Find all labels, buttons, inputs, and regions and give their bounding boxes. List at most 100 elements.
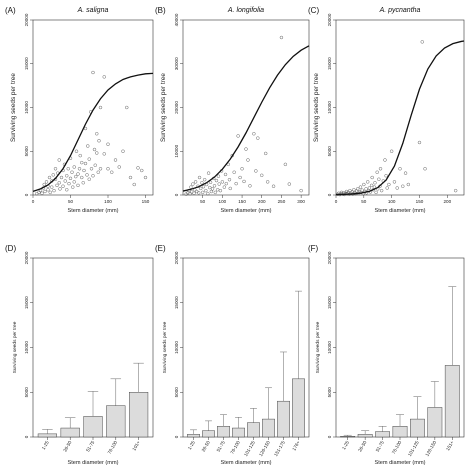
data-point [279, 35, 284, 40]
bar [37, 433, 57, 438]
y-axis-label: Surviving seeds per tree [315, 321, 321, 373]
x-tick-label: 50 [68, 199, 74, 204]
data-point [236, 134, 240, 138]
data-point [218, 188, 223, 193]
y-tick-label: 30000 [174, 57, 179, 70]
x-axis-label: Stem diameter (mm) [68, 208, 119, 214]
data-point [423, 167, 427, 171]
data-point [344, 189, 349, 194]
data-point [387, 182, 391, 187]
data-point [42, 182, 46, 187]
y-tick-label: 10000 [24, 101, 29, 114]
y-tick-label: 10000 [174, 144, 179, 157]
x-tick-label: 1-25 [341, 440, 350, 451]
x-tick-label: 101+ [131, 440, 141, 452]
x-tick-label: 76-100 [229, 440, 241, 455]
data-point [403, 171, 408, 175]
data-point [383, 158, 387, 162]
x-tick-label: 50 [361, 199, 367, 204]
data-point [202, 178, 207, 182]
data-point [234, 181, 238, 186]
data-point [76, 183, 80, 188]
bar [129, 392, 149, 438]
data-point [140, 168, 144, 173]
data-point [102, 75, 106, 79]
bar [427, 407, 443, 438]
data-point [373, 181, 377, 185]
data-point [417, 140, 422, 145]
data-point [206, 192, 210, 196]
data-point [96, 170, 100, 174]
data-point [74, 174, 78, 179]
data-point [358, 185, 363, 189]
scatter-panel-c: (C) A. pycnantha 0 5000 10000 15000 20000 Survi… [308, 6, 465, 214]
bar [444, 365, 460, 438]
data-point [43, 189, 47, 194]
y-tick-label: 5000 [24, 146, 29, 157]
x-axis-label: Stem diameter (mm) [68, 460, 119, 466]
plot-frame [182, 19, 310, 196]
data-point [61, 184, 65, 188]
x-tick-label: 100 [388, 199, 396, 204]
data-point [264, 151, 268, 156]
data-point [197, 175, 202, 180]
y-tick-label: 0 [327, 193, 332, 196]
data-point [91, 174, 95, 178]
data-point [65, 174, 69, 178]
x-tick-label: 126-150 [424, 440, 437, 457]
data-point [238, 175, 242, 180]
data-point [46, 188, 50, 192]
data-point [287, 182, 291, 186]
data-point [256, 136, 260, 140]
data-point [192, 191, 196, 195]
bar [187, 434, 200, 438]
y-tick-label: 10000 [24, 341, 29, 354]
data-point [223, 172, 228, 177]
data-point [57, 158, 61, 162]
data-point [74, 149, 79, 153]
data-point [201, 185, 206, 189]
data-point [95, 151, 99, 155]
x-tick-label: 76-100 [391, 440, 403, 455]
x-tick-label: 100 [219, 199, 227, 204]
x-tick-label: 151+ [445, 440, 455, 452]
x-tick-label: 151-175 [273, 440, 286, 457]
x-tick-label: 126-150 [258, 440, 271, 457]
x-tick-label: 1-25 [187, 440, 196, 451]
data-point [375, 170, 379, 174]
data-point [57, 181, 61, 185]
data-point [217, 182, 221, 186]
y-tick-label: 15000 [327, 296, 332, 309]
bar-panel-f: (F) 0 5000 10000 15000 20000 Surviving seeds p… [308, 244, 465, 466]
x-tick-label: 101-125 [407, 440, 420, 457]
data-point [200, 181, 204, 185]
y-tick-label: 15000 [327, 57, 332, 70]
scatter-panel-b: (B) A. longifolia 0 10000 20000 30000 40000 Sur… [155, 6, 310, 214]
y-tick-label: 15000 [24, 57, 29, 70]
data-point [113, 158, 118, 162]
bar [357, 434, 373, 438]
data-point [252, 132, 256, 136]
fitted-curve [335, 40, 465, 196]
x-tick-label: 0 [32, 199, 35, 204]
y-tick-label: 10000 [327, 341, 332, 354]
data-point [66, 167, 70, 171]
data-point [132, 182, 136, 187]
data-point [222, 185, 227, 189]
y-axis-label: Surviving seeds per tree [12, 321, 18, 373]
x-tick-label: 51-75 [85, 440, 95, 453]
bar [83, 416, 103, 438]
panel-title: A. longifolia [227, 7, 264, 14]
data-point [248, 184, 252, 188]
data-point [191, 182, 195, 186]
data-point [117, 165, 121, 169]
data-point [48, 190, 52, 195]
panel-title: A. saligna [77, 7, 109, 14]
data-point [352, 188, 356, 192]
y-tick-label: 5000 [327, 387, 332, 398]
y-tick-label: 15000 [24, 296, 29, 309]
x-tick-label: 26-50 [62, 440, 72, 453]
data-point [76, 172, 80, 176]
x-tick-label: 26-50 [201, 440, 211, 453]
